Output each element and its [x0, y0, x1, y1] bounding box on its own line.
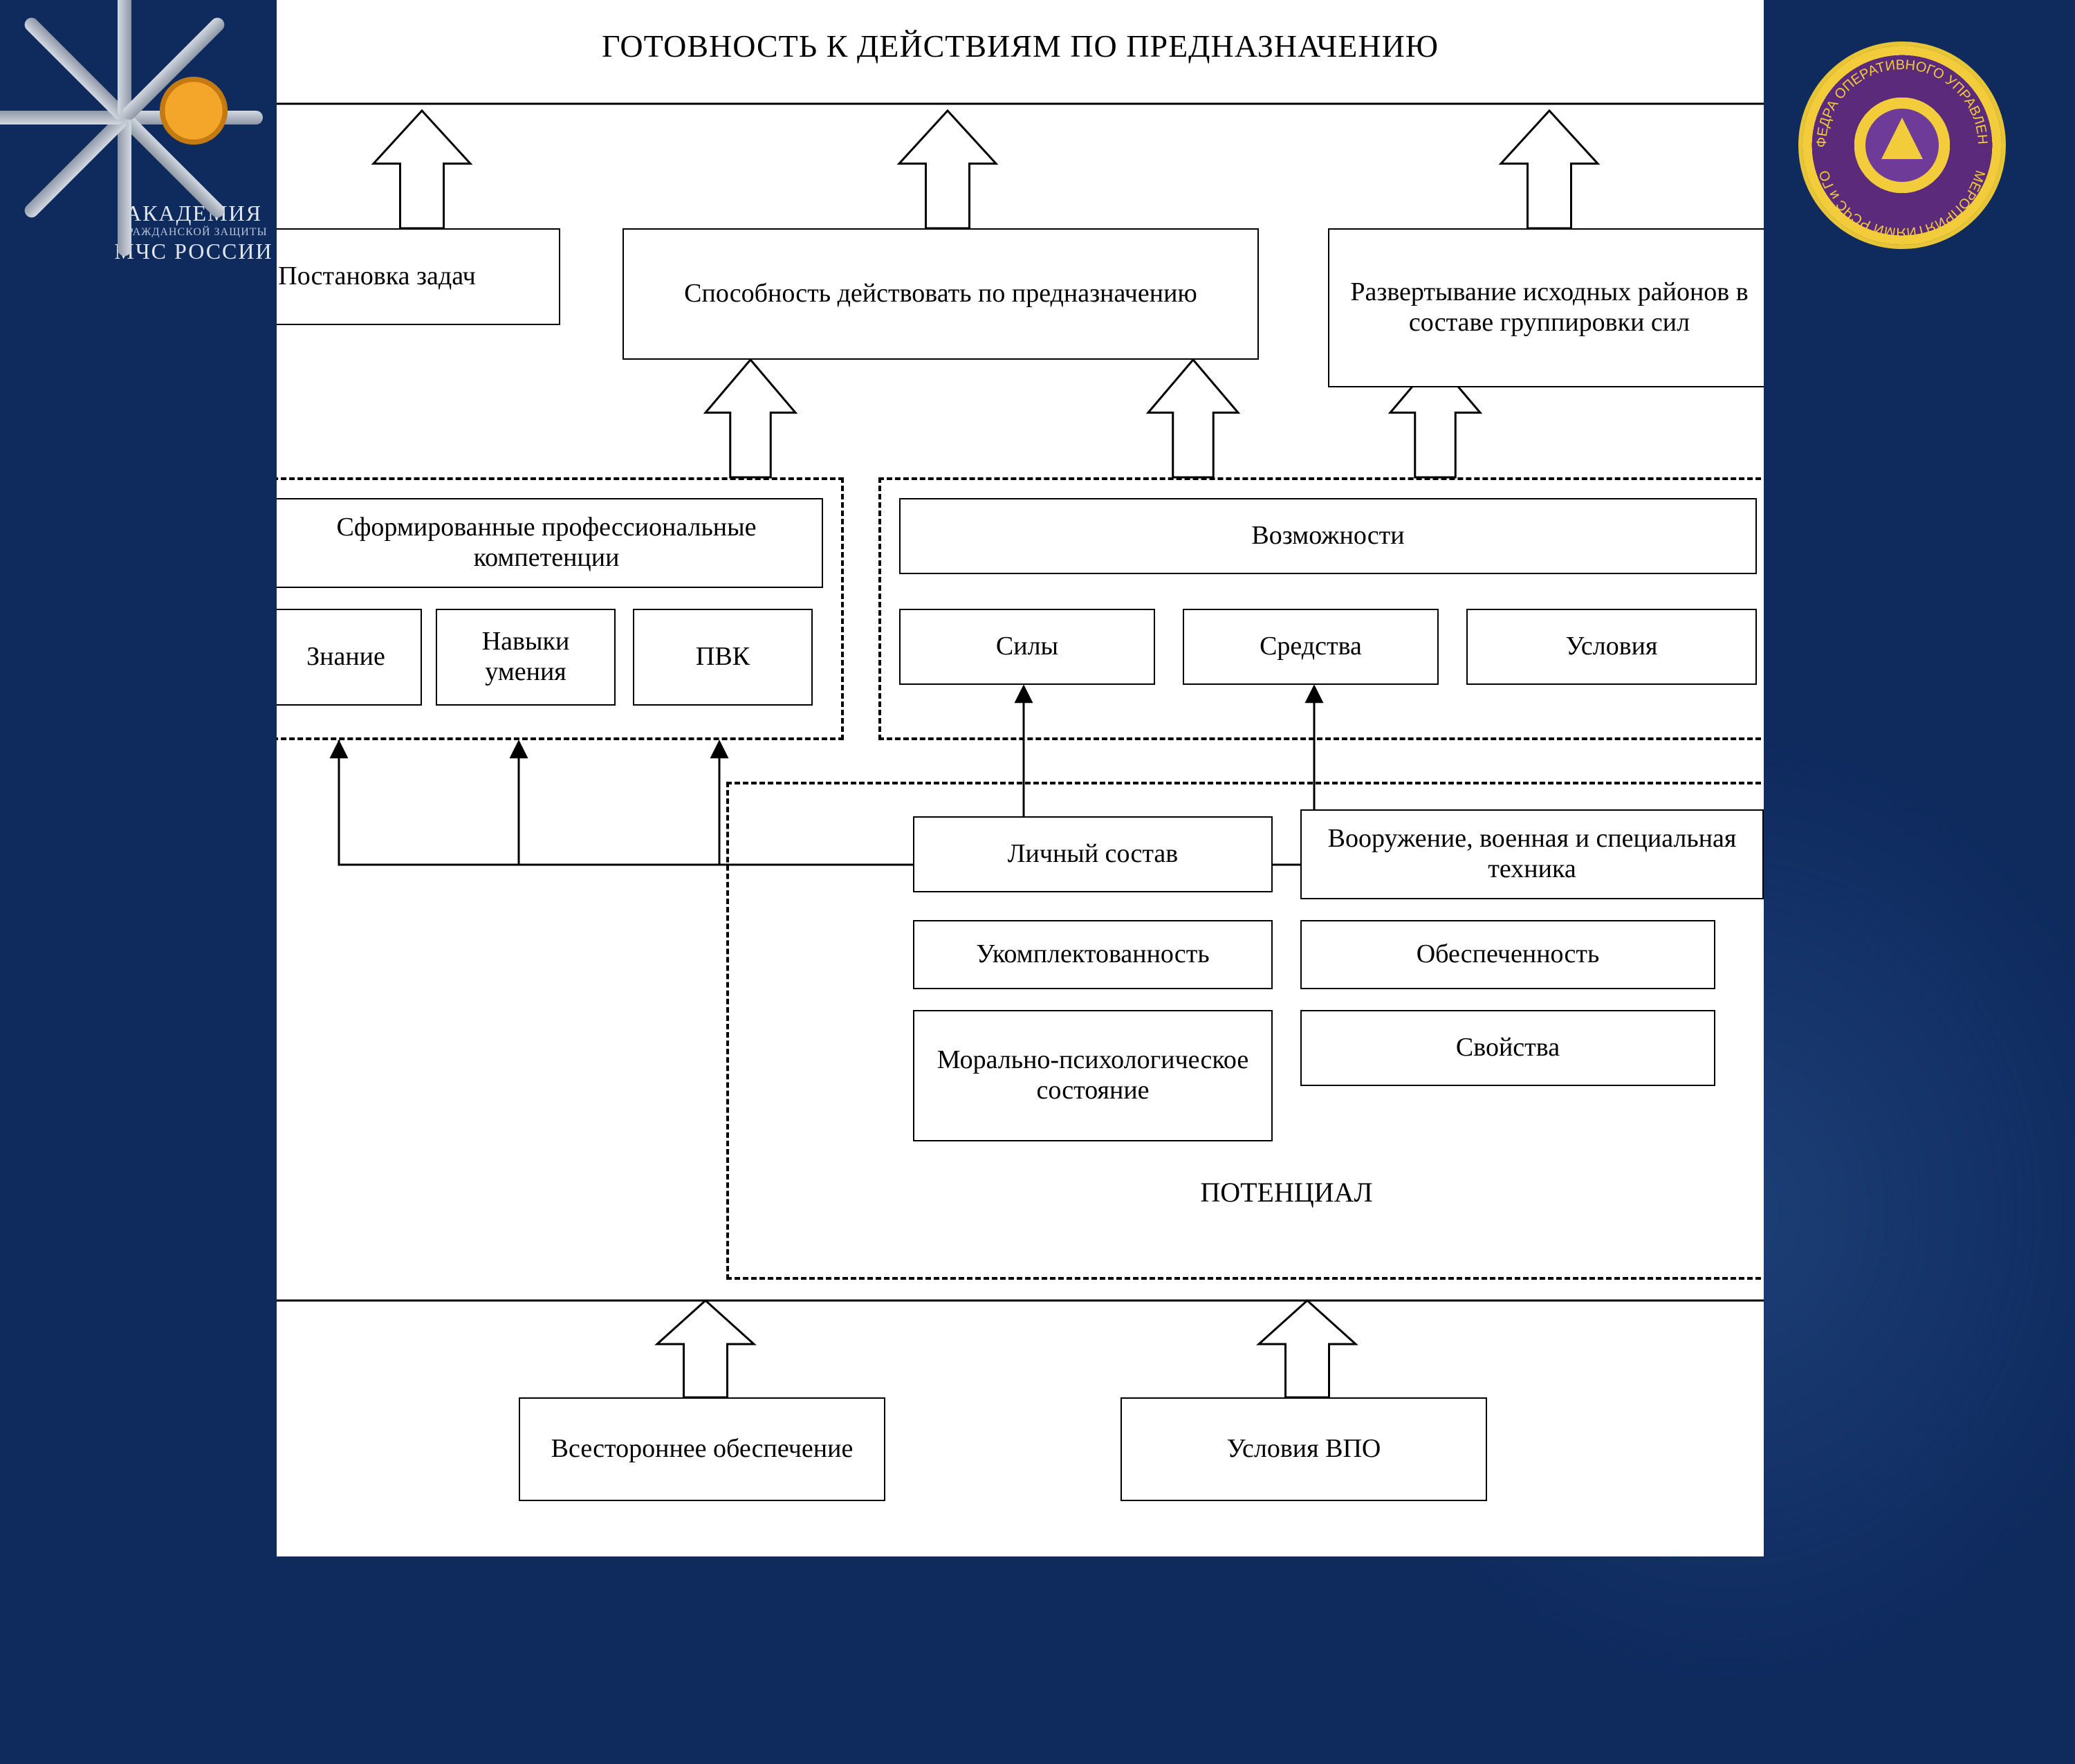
flowchart-node: Возможности [899, 498, 1757, 574]
flowchart-node: Развертывание исходных районов в составе… [1328, 228, 1764, 387]
flowchart-node: Вооружение, военная и специальная техник… [1300, 809, 1764, 899]
diagram-panel: ГОТОВНОСТЬ К ДЕЙСТВИЯМ ПО ПРЕДНАЗНАЧЕНИЮ… [277, 0, 1764, 1556]
diagram-title: ГОТОВНОСТЬ К ДЕЙСТВИЯМ ПО ПРЕДНАЗНАЧЕНИЮ [277, 28, 1764, 64]
flowchart-node: Обеспеченность [1300, 920, 1715, 989]
section-label: ПОТЕНЦИАЛ [1148, 1176, 1425, 1209]
flowchart-node: Знание [277, 609, 422, 706]
flowchart-node: Условия [1466, 609, 1757, 685]
emblem-star-icon [124, 42, 263, 194]
flowchart-diagram: ГОТОВНОСТЬ К ДЕЙСТВИЯМ ПО ПРЕДНАЗНАЧЕНИЮ… [277, 0, 1764, 1556]
dept-badge-right: КАФЕДРА ОПЕРАТИВНОГО УПРАВЛЕНИЯ МЕРОПРИЯ… [1798, 42, 2006, 249]
flowchart-node: Морально-психологическое состояние [913, 1010, 1273, 1141]
flowchart-node: Навыки умения [436, 609, 616, 706]
flowchart-node: Условия ВПО [1120, 1397, 1487, 1501]
flowchart-node: Силы [899, 609, 1155, 685]
flowchart-node: Постановка задач [277, 228, 560, 325]
flowchart-node: Личный состав [913, 816, 1273, 892]
org-logo-left: АКАДЕМИЯ ГРАЖДАНСКОЙ ЗАЩИТЫ МЧС РОССИИ [97, 42, 290, 264]
flowchart-node: Способность действовать по предназначени… [622, 228, 1259, 360]
flowchart-node: ПВК [633, 609, 813, 706]
flowchart-node: Свойства [1300, 1010, 1715, 1086]
flowchart-node: Средства [1183, 609, 1439, 685]
flowchart-node: Укомплектованность [913, 920, 1273, 989]
flowchart-node: Всестороннее обеспечение [519, 1397, 885, 1501]
badge-ring-text-icon: КАФЕДРА ОПЕРАТИВНОГО УПРАВЛЕНИЯ МЕРОПРИЯ… [1798, 42, 2006, 249]
flowchart-node: Сформированные профессиональные компетен… [277, 498, 823, 588]
